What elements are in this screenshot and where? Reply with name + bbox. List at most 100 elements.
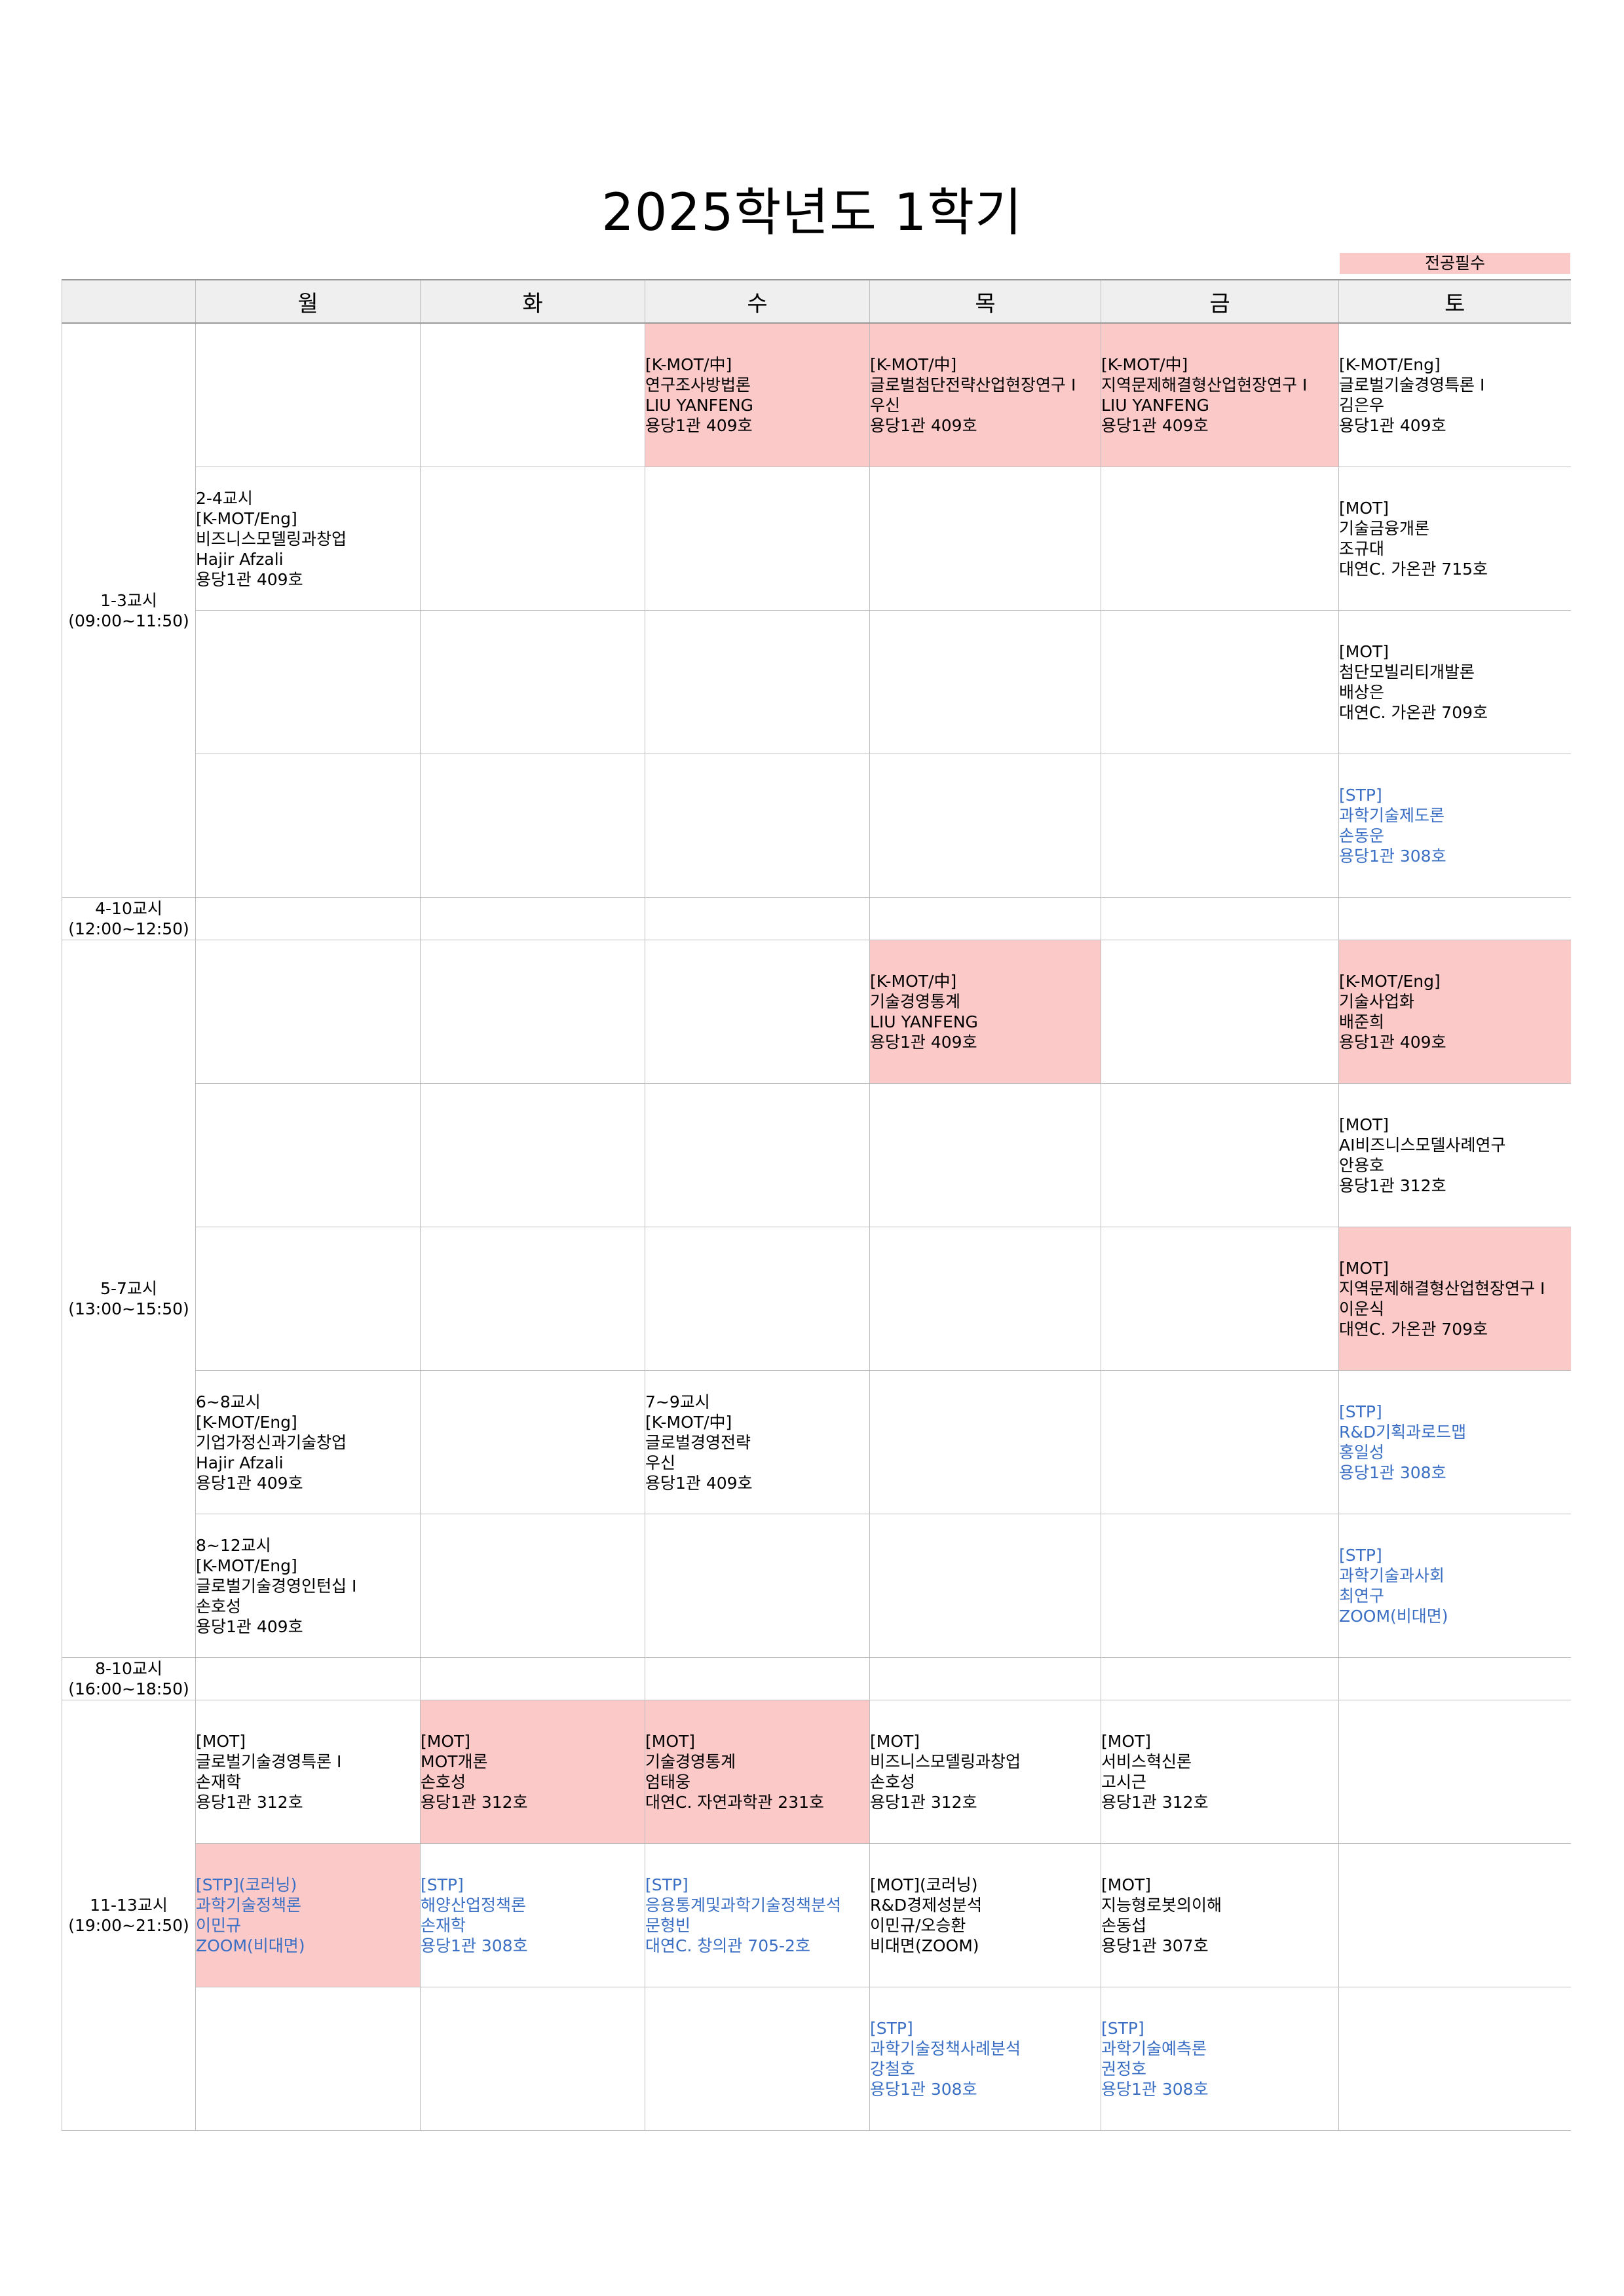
course-line: Hajir Afzali bbox=[196, 549, 284, 569]
day-header: 월 bbox=[195, 279, 421, 324]
course-line: 6~8교시 bbox=[196, 1392, 261, 1411]
course-line: [K-MOT/Eng] bbox=[196, 1412, 297, 1432]
course-line: 7~9교시 bbox=[645, 1392, 710, 1411]
course-cell: [STP] 과학기술정책사례분석 강철호 용당1관 308호 bbox=[869, 1987, 1101, 2131]
period-text: (19:00~21:50) bbox=[68, 1916, 189, 1935]
course-cell bbox=[195, 1227, 421, 1371]
course-line: 지역문제해결형산업현장연구 I bbox=[1339, 1279, 1545, 1298]
course-cell: [STP] 해양산업정책론 손재학 용당1관 308호 bbox=[420, 1843, 645, 1987]
day-header: 수 bbox=[645, 279, 870, 324]
course-line: [MOT] bbox=[1339, 499, 1389, 518]
table-row: [STP] 과학기술정책사례분석 강철호 용당1관 308호 [STP] 과학기술예측론… bbox=[62, 1987, 1571, 2131]
period-text: 5-7교시 bbox=[100, 1279, 157, 1298]
table-row: 2-4교시 [K-MOT/Eng] 비즈니스모델링과창업 Hajir Afzali 용당… bbox=[62, 467, 1571, 611]
course-line: 용당1관 409호 bbox=[196, 569, 303, 589]
course-line: 비대면(ZOOM) bbox=[870, 1936, 979, 1955]
day-header: 목 bbox=[869, 279, 1101, 324]
table-row: [MOT] 첨단모빌리티개발론 배상은 대연C. 가온관 709호 bbox=[62, 610, 1571, 754]
course-cell bbox=[420, 467, 645, 611]
course-cell: 2-4교시 [K-MOT/Eng] 비즈니스모델링과창업 Hajir Afzali 용당… bbox=[195, 467, 421, 611]
course-cell bbox=[420, 1514, 645, 1658]
course-cell bbox=[420, 754, 645, 898]
course-line: 대연C. 창의관 705-2호 bbox=[645, 1936, 810, 1955]
period-text: (09:00~11:50) bbox=[68, 611, 189, 630]
period-text: 4-10교시 bbox=[95, 899, 162, 918]
course-line: 손호성 bbox=[870, 1772, 916, 1791]
course-line: 이민규/오승환 bbox=[870, 1916, 966, 1935]
course-cell bbox=[869, 754, 1101, 898]
course-line: 이민규 bbox=[196, 1916, 242, 1935]
course-line: [MOT] bbox=[645, 1732, 696, 1751]
course-cell bbox=[1338, 1657, 1571, 1700]
course-line: 서비스혁신론 bbox=[1101, 1752, 1192, 1771]
course-line: [K-MOT/Eng] bbox=[1339, 972, 1441, 991]
course-line: 이운식 bbox=[1339, 1299, 1385, 1318]
period-label: 5-7교시 (13:00~15:50) bbox=[62, 940, 196, 1658]
course-line: 문형빈 bbox=[645, 1916, 691, 1935]
table-row: 1-3교시 (09:00~11:50) [K-MOT/中] 연구조사방법론 LIU Y… bbox=[62, 322, 1571, 898]
course-cell bbox=[645, 1657, 870, 1700]
course-line: 과학기술정책사례분석 bbox=[870, 2039, 1021, 2058]
course-line: 과학기술과사회 bbox=[1339, 1566, 1445, 1585]
course-cell bbox=[645, 1514, 870, 1658]
course-line: R&D기획과로드맵 bbox=[1339, 1423, 1467, 1442]
course-line: 대연C. 가온관 715호 bbox=[1339, 560, 1488, 579]
course-line: [STP] bbox=[1339, 786, 1382, 805]
course-line: 과학기술예측론 bbox=[1101, 2039, 1207, 2058]
course-line: 응용통계및과학기술정책분석 bbox=[645, 1896, 842, 1915]
course-line: [K-MOT/中] bbox=[1101, 355, 1188, 374]
course-cell bbox=[645, 1083, 870, 1227]
course-line: 용당1관 312호 bbox=[421, 1793, 528, 1812]
course-line: LIU YANFENG bbox=[870, 1012, 978, 1031]
course-cell: [MOT] 기술금융개론 조규대 대연C. 가온관 715호 bbox=[1338, 467, 1571, 611]
course-line: 기업가정신과기술창업 bbox=[196, 1432, 347, 1452]
table-row: 8-10교시 (16:00~18:50) bbox=[62, 1657, 1571, 1700]
course-line: 2-4교시 bbox=[196, 488, 253, 508]
course-line: 과학기술제도론 bbox=[1339, 806, 1445, 825]
course-line: 연구조사방법론 bbox=[645, 375, 751, 394]
course-line: 대연C. 가온관 709호 bbox=[1339, 1320, 1488, 1339]
course-cell bbox=[869, 1370, 1101, 1514]
course-line: 기술경영통계 bbox=[645, 1752, 736, 1771]
course-cell bbox=[869, 1227, 1101, 1371]
course-line: 해양산업정책론 bbox=[421, 1896, 527, 1915]
course-line: [MOT] bbox=[1101, 1732, 1152, 1751]
course-cell bbox=[195, 940, 421, 1084]
course-line: 용당1관 409호 bbox=[1339, 1033, 1446, 1052]
course-cell bbox=[1101, 897, 1339, 940]
course-line: 용당1관 312호 bbox=[870, 1793, 977, 1812]
course-line: 대연C. 가온관 709호 bbox=[1339, 703, 1488, 722]
course-line: 대연C. 자연과학관 231호 bbox=[645, 1793, 825, 1812]
course-line: [MOT] bbox=[1339, 642, 1389, 661]
course-cell bbox=[195, 1657, 421, 1700]
period-label: 4-10교시 (12:00~12:50) bbox=[62, 897, 196, 940]
course-cell bbox=[195, 754, 421, 898]
course-line: 글로벌경영전략 bbox=[645, 1432, 751, 1452]
course-cell bbox=[420, 1987, 645, 2131]
course-cell: [MOT] 지역문제해결형산업현장연구 I 이운식 대연C. 가온관 709호 bbox=[1338, 1227, 1571, 1371]
course-line: 권정호 bbox=[1101, 2059, 1147, 2078]
course-line: [MOT](코러닝) bbox=[870, 1875, 978, 1894]
course-line: [K-MOT/中] bbox=[645, 355, 732, 374]
day-header: 토 bbox=[1338, 279, 1571, 324]
course-line: 배준희 bbox=[1339, 1012, 1385, 1031]
course-cell bbox=[1338, 1987, 1571, 2131]
course-line: [K-MOT/Eng] bbox=[196, 1556, 297, 1575]
day-header: 화 bbox=[420, 279, 645, 324]
course-cell: [K-MOT/中] 기술경영통계 LIU YANFENG 용당1관 409호 bbox=[869, 940, 1101, 1084]
course-cell bbox=[195, 897, 421, 940]
course-cell bbox=[645, 897, 870, 940]
period-label: 8-10교시 (16:00~18:50) bbox=[62, 1657, 196, 1700]
course-line: R&D경제성분석 bbox=[870, 1896, 983, 1915]
course-line: 기술금융개론 bbox=[1339, 519, 1430, 538]
table-row: 4-10교시 (12:00~12:50) bbox=[62, 897, 1571, 940]
course-cell bbox=[1101, 940, 1339, 1084]
course-line: 손재학 bbox=[196, 1772, 242, 1791]
course-cell: [MOT] 비즈니스모델링과창업 손호성 용당1관 312호 bbox=[869, 1700, 1101, 1844]
course-line: [MOT] bbox=[1339, 1115, 1389, 1134]
course-cell: [STP] 응용통계및과학기술정책분석 문형빈 대연C. 창의관 705-2호 bbox=[645, 1843, 870, 1987]
course-cell bbox=[1338, 1700, 1571, 1844]
course-line: 김은우 bbox=[1339, 396, 1385, 415]
course-line: 8~12교시 bbox=[196, 1535, 271, 1555]
course-cell bbox=[420, 1227, 645, 1371]
